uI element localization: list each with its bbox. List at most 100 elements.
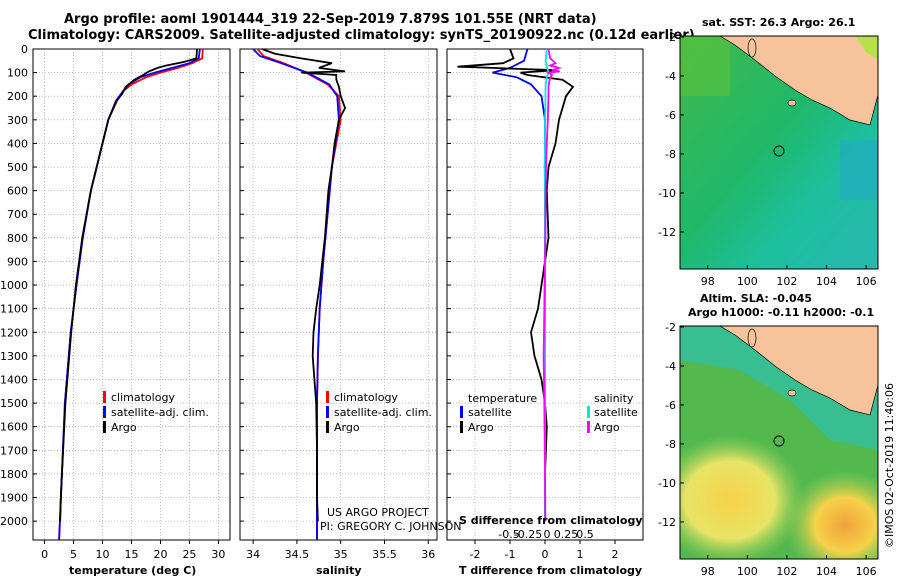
series-line-argo bbox=[59, 48, 198, 522]
header-line2: Climatology: CARS2009. Satellite-adjuste… bbox=[28, 28, 695, 43]
legend-s-satellite-label: satellite bbox=[594, 406, 638, 419]
salinity-diff-tick-label: 0.5 bbox=[576, 528, 594, 541]
depth-tick-label: 1000 bbox=[0, 279, 28, 292]
lat-tick-label: -2 bbox=[665, 31, 676, 44]
lon-tick-label: 100 bbox=[737, 275, 758, 288]
depth-tick-label: 1700 bbox=[0, 444, 28, 457]
depth-tick-label: 900 bbox=[7, 255, 28, 268]
lon-tick-label: 102 bbox=[776, 565, 797, 578]
lat-tick-label: -4 bbox=[665, 360, 676, 373]
legend-climatology-swatch bbox=[326, 391, 329, 403]
x-tick-label: 0 bbox=[542, 548, 549, 561]
lat-tick-label: -12 bbox=[658, 516, 676, 529]
depth-tick-label: 1100 bbox=[0, 303, 28, 316]
series-line-climatology bbox=[256, 48, 342, 540]
depth-axis: 0 100 200 300 400 500 600 700 800 900 1000 1100 1200… bbox=[0, 43, 28, 528]
lat-tick-label: -8 bbox=[665, 148, 676, 161]
sst-map-frame bbox=[679, 35, 879, 270]
series-line-salinity-argo bbox=[542, 48, 563, 522]
x-tick-label: 5 bbox=[70, 548, 77, 561]
legend-s-argo-label: Argo bbox=[594, 421, 620, 434]
sumatra-land bbox=[719, 36, 878, 126]
salinity-diff-tick-label: -0.5 bbox=[498, 528, 519, 541]
depth-tick-label: 600 bbox=[7, 185, 28, 198]
x-tick-label: 10 bbox=[96, 548, 110, 561]
lat-tick-label: -6 bbox=[665, 109, 676, 122]
project-annotation: US ARGO PROJECT bbox=[327, 506, 429, 519]
depth-tick-label: 400 bbox=[7, 137, 28, 150]
x-tick-label: 0 bbox=[41, 548, 48, 561]
sla-map-title1: Altim. SLA: -0.045 bbox=[700, 292, 812, 305]
legend-salinity-title: salinity bbox=[594, 392, 634, 405]
legend-s-argo-swatch bbox=[587, 421, 590, 433]
lon-tick-label: 102 bbox=[776, 275, 797, 288]
legend-climatology-label: climatology bbox=[111, 391, 175, 404]
salinity-legend: climatology satellite-adj. clim. Argo bbox=[326, 391, 432, 434]
depth-tick-label: 1400 bbox=[0, 373, 28, 386]
depth-tick-label: 1600 bbox=[0, 421, 28, 434]
lat-tick-label: -4 bbox=[665, 70, 676, 83]
difference-xlabel: T difference from climatology bbox=[459, 564, 642, 577]
x-tick-label: 34.5 bbox=[285, 548, 310, 561]
sla-map-title2: Argo h1000: -0.11 h2000: -0.1 bbox=[688, 306, 874, 319]
legend-t-satellite-label: satellite bbox=[468, 406, 512, 419]
lon-tick-label: 98 bbox=[701, 565, 715, 578]
depth-tick-label: 700 bbox=[7, 208, 28, 221]
legend-t-argo-label: Argo bbox=[468, 421, 494, 434]
legend-argo-swatch bbox=[326, 421, 329, 433]
lat-tick-label: -2 bbox=[665, 321, 676, 334]
argo-float-marker bbox=[773, 435, 785, 447]
temperature-xlabel: temperature (deg C) bbox=[69, 564, 196, 577]
x-tick-label: 34 bbox=[246, 548, 260, 561]
difference-panel: -2 -1 0 1 2 bbox=[446, 48, 644, 561]
salinity-diff-tick-label: 0.25 bbox=[554, 528, 579, 541]
lat-tick-label: -12 bbox=[658, 226, 676, 239]
depth-tick-label: 500 bbox=[7, 161, 28, 174]
x-tick-label: 35.5 bbox=[372, 548, 397, 561]
panel-frame bbox=[32, 48, 231, 541]
depth-tick-label: 1500 bbox=[0, 397, 28, 410]
argo-float-marker bbox=[773, 145, 785, 157]
imos-credit: ©IMOS 02-Oct-2019 11:40:06 bbox=[883, 383, 896, 548]
panel-frame bbox=[446, 48, 644, 541]
legend-s-satellite-swatch bbox=[587, 406, 590, 418]
salinity-xlabel: salinity bbox=[316, 564, 362, 577]
sst-cool-patch bbox=[840, 140, 878, 200]
header-line1: Argo profile: aoml 1901444_319 22-Sep-20… bbox=[64, 12, 597, 27]
salinity-diff-axis-label: S difference from climatology bbox=[459, 514, 643, 527]
island bbox=[747, 328, 757, 348]
island bbox=[747, 38, 757, 58]
lat-tick-label: -10 bbox=[658, 477, 676, 490]
legend-temperature-title: temperature bbox=[468, 392, 537, 405]
series-line-satellite-adj-clim- bbox=[252, 48, 340, 540]
x-tick-label: -1 bbox=[505, 548, 516, 561]
salinity-panel: 34 34.5 35 35.5 36 bbox=[239, 48, 438, 561]
legend-satellite-label: satellite-adj. clim. bbox=[334, 406, 432, 419]
island bbox=[787, 389, 797, 397]
x-tick-label: 30 bbox=[211, 548, 225, 561]
x-tick-label: 1 bbox=[577, 548, 584, 561]
lon-tick-label: 104 bbox=[816, 565, 837, 578]
depth-tick-label: 1300 bbox=[0, 350, 28, 363]
salinity-diff-tick-label: 0 bbox=[544, 528, 551, 541]
depth-tick-label: 1900 bbox=[0, 492, 28, 505]
sst-map-title: sat. SST: 26.3 Argo: 26.1 bbox=[702, 16, 855, 29]
depth-tick-label: 800 bbox=[7, 232, 28, 245]
legend-climatology-label: climatology bbox=[334, 391, 398, 404]
lat-tick-label: -6 bbox=[665, 399, 676, 412]
island bbox=[787, 99, 797, 107]
pi-annotation: PI: GREGORY C. JOHNSON bbox=[320, 520, 461, 533]
sst-edge-patch bbox=[855, 36, 878, 60]
depth-tick-label: 100 bbox=[7, 67, 28, 80]
depth-tick-label: 200 bbox=[7, 90, 28, 103]
sla-map bbox=[680, 326, 878, 559]
legend-t-argo-swatch bbox=[460, 421, 463, 433]
depth-tick-label: 1800 bbox=[0, 468, 28, 481]
series-line-temperature-argo bbox=[457, 48, 575, 522]
x-tick-label: 25 bbox=[182, 548, 196, 561]
lon-tick-label: 106 bbox=[856, 275, 877, 288]
x-tick-label: 2 bbox=[612, 548, 619, 561]
legend-satellite-label: satellite-adj. clim. bbox=[111, 406, 209, 419]
legend-climatology-swatch bbox=[103, 391, 106, 403]
series-line-climatology bbox=[58, 48, 204, 541]
